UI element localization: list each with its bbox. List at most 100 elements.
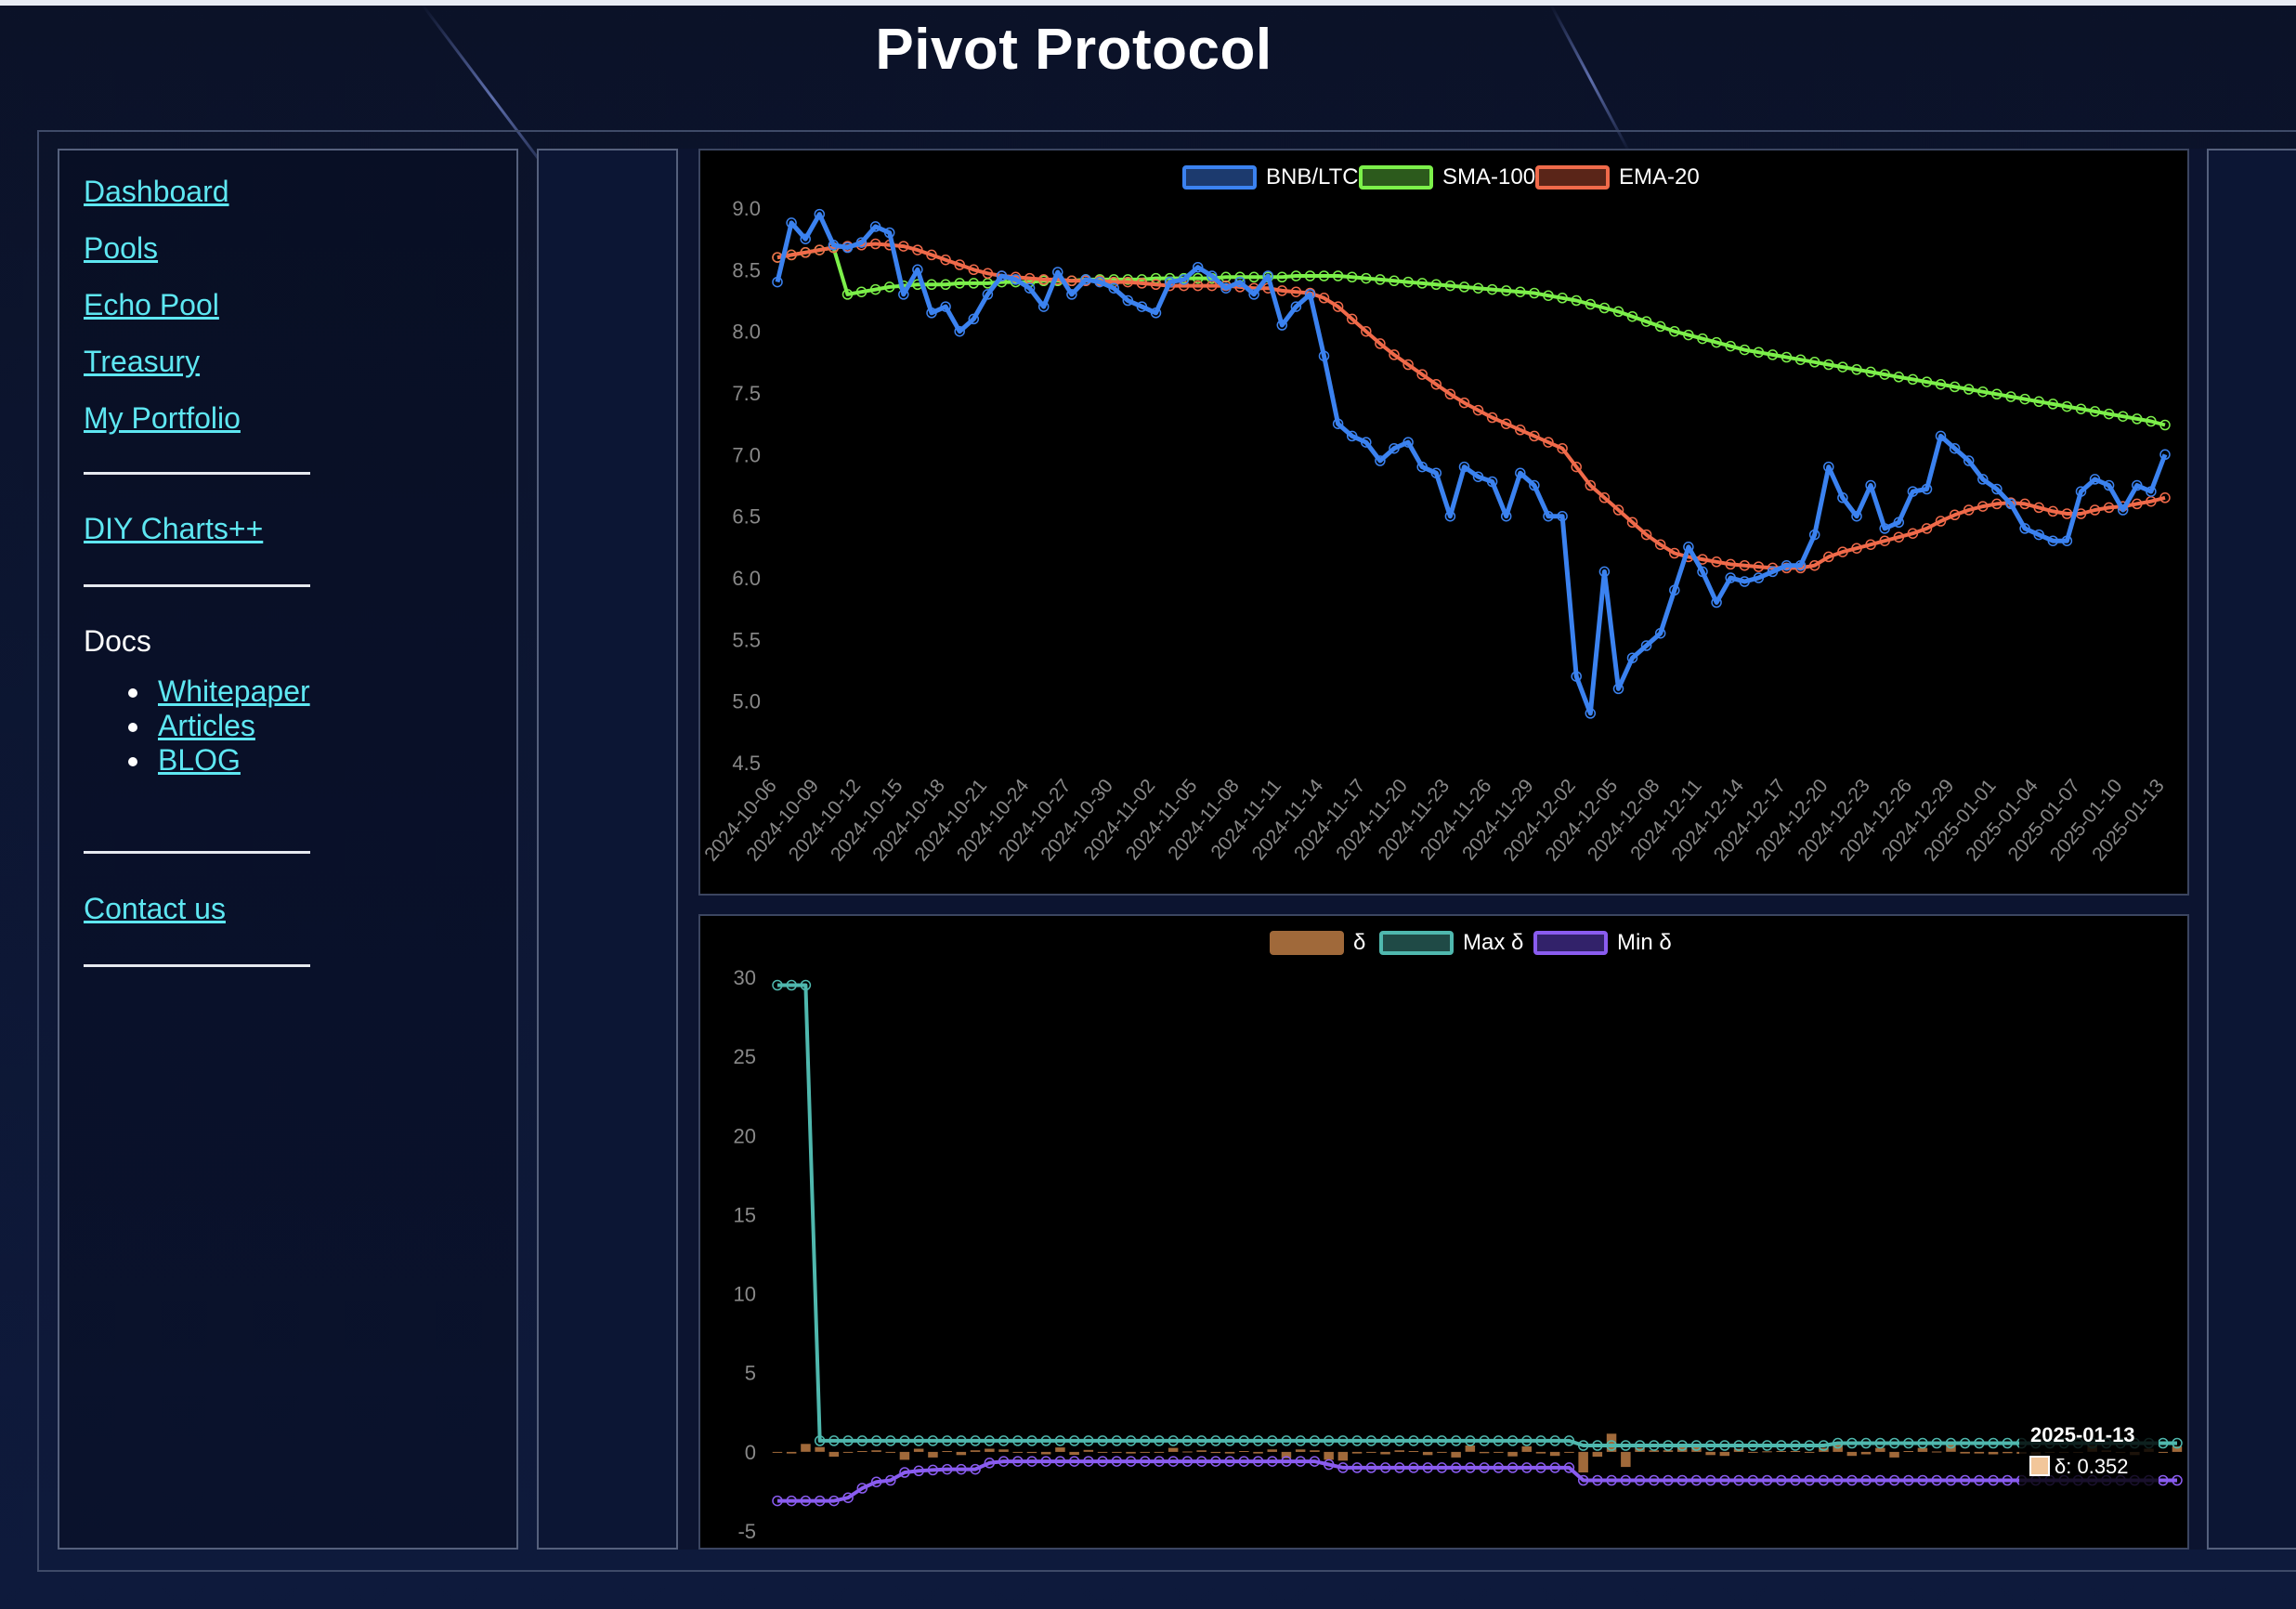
y-tick-label: 8.5 (732, 258, 761, 281)
nav-link-echo-pool[interactable]: Echo Pool (84, 288, 219, 321)
data-point-bnb-ltc (926, 307, 937, 319)
data-point-max-delta (1846, 1437, 1858, 1449)
data-point-min-delta (1563, 1462, 1575, 1473)
data-point-max-delta (899, 1435, 910, 1446)
data-point-sma-100 (1977, 386, 1989, 398)
y-tick-label: 7.0 (732, 443, 761, 466)
legend-label: Max δ (1463, 930, 1523, 955)
data-point-max-delta (1394, 1435, 1405, 1446)
data-point-max-delta (1663, 1440, 1674, 1451)
bar-delta (786, 1451, 797, 1454)
data-point-ema-20 (1192, 280, 1204, 292)
data-point-sma-100 (926, 279, 937, 291)
data-point-bnb-ltc (1837, 492, 1848, 504)
data-point-bnb-ltc (1739, 576, 1751, 587)
data-point-max-delta (1295, 1435, 1306, 1446)
series-line-sma-100 (776, 245, 2166, 427)
data-point-max-delta (1281, 1435, 1292, 1446)
nav-link-diy-charts[interactable]: DIY Charts++ (84, 512, 264, 545)
data-point-bnb-ltc (1430, 467, 1442, 478)
data-point-ema-20 (1122, 276, 1134, 288)
data-point-sma-100 (841, 289, 854, 300)
data-point-max-delta (1676, 1440, 1688, 1451)
bar-delta (1465, 1445, 1476, 1452)
data-point-max-delta (1860, 1437, 1872, 1449)
docs-link-whitepaper[interactable]: Whitepaper (158, 674, 310, 708)
content-frame (37, 130, 2296, 1572)
data-point-max-delta (998, 1435, 1010, 1446)
bar-delta (1494, 1451, 1504, 1453)
data-point-bnb-ltc (2132, 479, 2143, 491)
data-point-ema-20 (1472, 404, 1484, 416)
data-point-bnb-ltc (1725, 572, 1736, 583)
data-point-min-delta (1012, 1456, 1024, 1467)
data-point-max-delta (1521, 1435, 1533, 1446)
data-point-min-delta (998, 1456, 1010, 1467)
bar-delta (1988, 1451, 1999, 1455)
legend-label: SMA-100 (1442, 164, 1535, 190)
series-line-bnb-ltc (775, 212, 2168, 716)
data-point-max-delta (1408, 1435, 1419, 1446)
data-point-ema-20 (1529, 430, 1540, 442)
y-tick-label: 0 (745, 1441, 756, 1464)
bar-delta (1719, 1451, 1730, 1457)
y-tick-label: -5 (737, 1520, 756, 1543)
bar-delta (899, 1451, 910, 1460)
data-point-bnb-ltc (1823, 461, 1834, 473)
bar-delta (1012, 1451, 1023, 1453)
bullet-icon (128, 757, 137, 766)
tooltip-label: δ: 0.352 (2055, 1455, 2129, 1478)
data-point-ema-20 (1332, 301, 1344, 312)
docs-link-blog[interactable]: BLOG (158, 743, 241, 777)
data-point-bnb-ltc (1010, 274, 1022, 285)
data-point-max-delta (1507, 1435, 1519, 1446)
data-point-bnb-ltc (1389, 442, 1400, 454)
data-point-bnb-ltc (2005, 498, 2016, 510)
data-point-max-delta (984, 1435, 996, 1446)
data-point-max-delta (970, 1435, 981, 1446)
data-point-bnb-ltc (841, 242, 854, 254)
data-point-sma-100 (1640, 316, 1652, 327)
data-point-ema-20 (1346, 313, 1358, 325)
nav-link-pools[interactable]: Pools (84, 231, 159, 265)
data-point-bnb-ltc (1122, 294, 1134, 307)
data-point-min-delta (1832, 1474, 1844, 1486)
data-point-bnb-ltc (1794, 559, 1807, 571)
data-point-bnb-ltc (1346, 430, 1358, 442)
data-point-min-delta (1493, 1462, 1505, 1473)
data-point-min-delta (1097, 1456, 1108, 1467)
data-point-min-delta (1874, 1474, 1886, 1486)
tooltip-title: 2025-01-13 (2030, 1423, 2135, 1446)
docs-link-articles[interactable]: Articles (158, 709, 255, 742)
data-point-bnb-ltc (1711, 596, 1722, 608)
nav-link-dashboard[interactable]: Dashboard (84, 175, 229, 208)
data-point-sma-100 (869, 283, 881, 295)
delta-chart[interactable]: 30 25 20 15 10 5 0 -5 δ Max δ Min δ 2025-01-13 δ: 0.… (700, 916, 2187, 1548)
data-point-ema-20 (1136, 278, 1148, 289)
nav-link-treasury[interactable]: Treasury (84, 345, 201, 378)
data-point-sma-100 (1991, 388, 2002, 400)
bar-delta (1860, 1451, 1872, 1455)
data-point-min-delta (1365, 1462, 1377, 1473)
data-point-bnb-ltc (1977, 474, 1989, 485)
nav-link-my-portfolio[interactable]: My Portfolio (84, 401, 241, 435)
nav-link-contact-us[interactable]: Contact us (84, 892, 226, 925)
data-point-min-delta (1210, 1456, 1221, 1467)
data-point-sma-100 (1823, 359, 1834, 371)
y-tick-label: 6.0 (732, 567, 761, 590)
data-point-sma-100 (1739, 344, 1751, 356)
docs-list-item: Whitepaper (128, 674, 310, 709)
data-point-sma-100 (1697, 333, 1708, 345)
bar-delta (842, 1451, 854, 1453)
price-chart[interactable]: 9.08.58.07.57.06.56.05.55.04.52024-10-06… (700, 150, 2187, 894)
data-point-min-delta (885, 1474, 896, 1486)
data-point-min-delta (856, 1483, 868, 1494)
data-point-min-delta (1846, 1474, 1858, 1486)
data-point-bnb-ltc (1557, 510, 1568, 522)
data-point-min-delta (927, 1464, 939, 1476)
data-point-ema-20 (954, 259, 965, 270)
data-point-min-delta (786, 1495, 797, 1507)
data-point-max-delta (1959, 1437, 1971, 1449)
data-point-ema-20 (1066, 275, 1077, 287)
data-point-max-delta (1365, 1435, 1377, 1446)
